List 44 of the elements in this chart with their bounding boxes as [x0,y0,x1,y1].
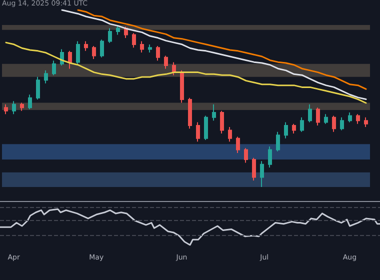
candlestick [316,107,320,126]
candlestick [68,50,72,70]
candlestick [44,70,48,84]
candlestick [204,115,208,141]
candlestick [220,110,224,134]
candlestick [348,112,352,123]
candlestick [284,122,288,139]
candlestick [308,104,312,123]
candlestick [92,46,96,60]
candlestick [100,39,104,58]
candlestick [20,102,24,112]
candlestick [156,46,160,62]
candlestick [356,114,360,124]
candlestick [172,62,176,76]
candlestick [212,104,216,122]
candlestick [140,40,144,54]
candlestick [148,44,152,54]
candlestick [188,97,192,130]
candlestick [196,122,200,142]
candlestick [252,157,256,182]
candlestick [260,160,264,188]
candlestick [228,126,232,142]
candlestick [340,116,344,131]
candlestick [268,146,272,168]
candlestick [116,24,120,36]
candlestick [52,60,56,76]
candlestick [324,114,328,124]
candlestick [36,76,40,100]
candlestick [332,115,336,132]
candlestick [76,40,80,64]
candlestick [12,100,16,115]
candlestick [364,116,368,128]
candlestick [236,136,240,154]
candlestick [28,94,32,110]
candlestick [4,104,8,115]
candlestick [276,131,280,152]
candlestick [84,40,88,52]
candlestick [108,28,112,44]
candlestick [244,148,248,164]
candlestick [300,116,304,132]
candlestick [164,55,168,70]
candlestick [180,70,184,104]
candlestick [292,123,296,134]
candlestick [132,32,136,48]
